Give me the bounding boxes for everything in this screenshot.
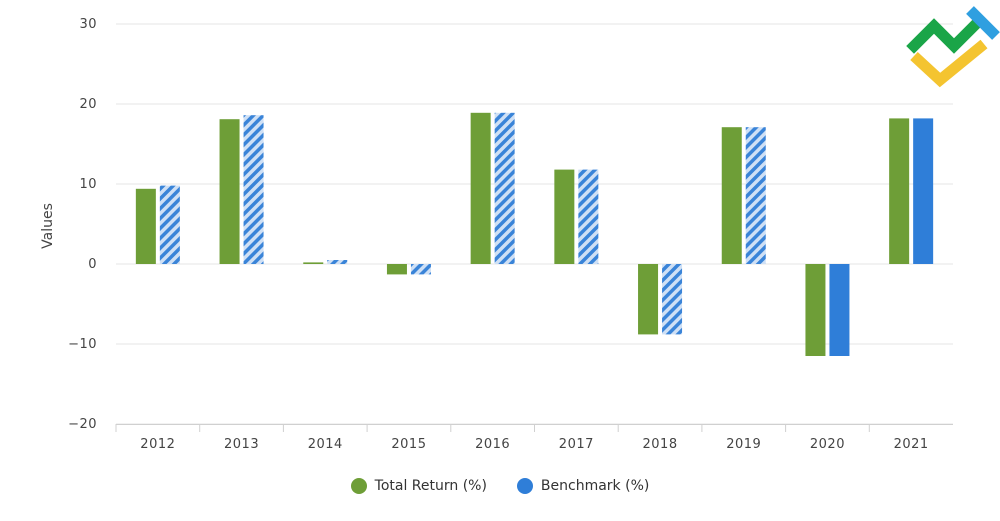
legend-item-total-return[interactable]: Total Return (%) [350, 478, 487, 494]
bar-benchmark-2020[interactable] [829, 264, 850, 356]
bar-benchmark-2021[interactable] [913, 118, 934, 265]
y-tick-label: 20 [79, 97, 97, 112]
bar-benchmark-2015[interactable] [410, 264, 431, 275]
bar-benchmark-2018[interactable] [662, 264, 683, 335]
x-tick-label: 2012 [140, 437, 175, 452]
bar-total-return-2019[interactable] [721, 127, 742, 264]
y-tick-label: −20 [68, 417, 97, 432]
bar-benchmark-2013[interactable] [243, 115, 264, 264]
y-tick-label: 0 [88, 257, 97, 272]
bar-total-return-2014[interactable] [303, 262, 324, 264]
bar-total-return-2013[interactable] [219, 119, 240, 264]
legend-marker-benchmark [516, 478, 533, 494]
tick-labels: −20 −10 0 10 20 30 2012 2013 2014 2015 2016 2017 201… [68, 17, 929, 452]
bar-total-return-2016[interactable] [470, 112, 491, 264]
x-tick-label: 2016 [475, 437, 510, 452]
x-tick-label: 2015 [391, 437, 426, 452]
legend: Total Return (%) Benchmark (%) [0, 478, 1000, 494]
bar-total-return-2018[interactable] [638, 264, 659, 335]
legend-item-benchmark[interactable]: Benchmark (%) [516, 478, 650, 494]
bar-total-return-2021[interactable] [889, 118, 910, 265]
bar-total-return-2020[interactable] [805, 264, 826, 356]
y-tick-label: −10 [68, 337, 97, 352]
x-tick-label: 2013 [224, 437, 259, 452]
bar-total-return-2012[interactable] [135, 188, 156, 264]
x-tick-label: 2014 [308, 437, 343, 452]
bar-total-return-2015[interactable] [386, 264, 407, 275]
x-tick-label: 2019 [726, 437, 761, 452]
legend-label-benchmark: Benchmark (%) [540, 478, 650, 494]
bar-benchmark-2017[interactable] [578, 169, 599, 264]
y-tick-label: 30 [79, 17, 97, 32]
bar-benchmark-2016[interactable] [494, 112, 515, 264]
logo-icon [906, 6, 1000, 88]
y-tick-label: 10 [79, 177, 97, 192]
y-axis-title: Values [40, 203, 56, 249]
grid-lines [115, 23, 953, 432]
legend-label-total-return: Total Return (%) [374, 478, 487, 494]
brand-logo [906, 6, 1000, 88]
x-tick-label: 2021 [894, 437, 929, 452]
bars [135, 112, 934, 356]
bar-benchmark-2019[interactable] [745, 127, 766, 264]
legend-marker-total-return [350, 478, 367, 494]
x-tick-label: 2018 [643, 437, 678, 452]
bar-total-return-2017[interactable] [554, 169, 575, 264]
x-tick-label: 2017 [559, 437, 594, 452]
bar-benchmark-2014[interactable] [327, 260, 348, 264]
bar-benchmark-2012[interactable] [159, 185, 180, 264]
x-tick-label: 2020 [810, 437, 845, 452]
